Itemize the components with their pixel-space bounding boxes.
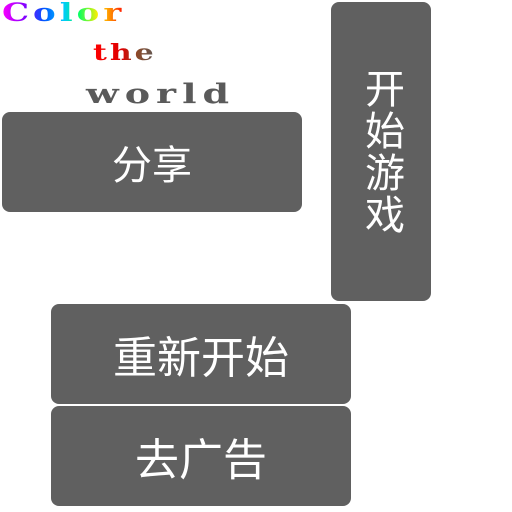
logo-text-the: the: [93, 39, 157, 66]
logo-text-color: Color: [2, 0, 126, 28]
logo-text-world: world: [86, 77, 236, 110]
restart-button-label: 重新开始: [113, 333, 289, 384]
start-game-button[interactable]: 开始游戏: [331, 2, 431, 301]
restart-button[interactable]: 重新开始: [51, 304, 351, 404]
share-button-label: 分享: [112, 143, 192, 189]
start-game-button-label: 开始游戏: [358, 67, 404, 236]
remove-ads-button[interactable]: 去广告: [51, 406, 351, 506]
share-button[interactable]: 分享: [2, 112, 302, 212]
remove-ads-button-label: 去广告: [135, 435, 267, 486]
